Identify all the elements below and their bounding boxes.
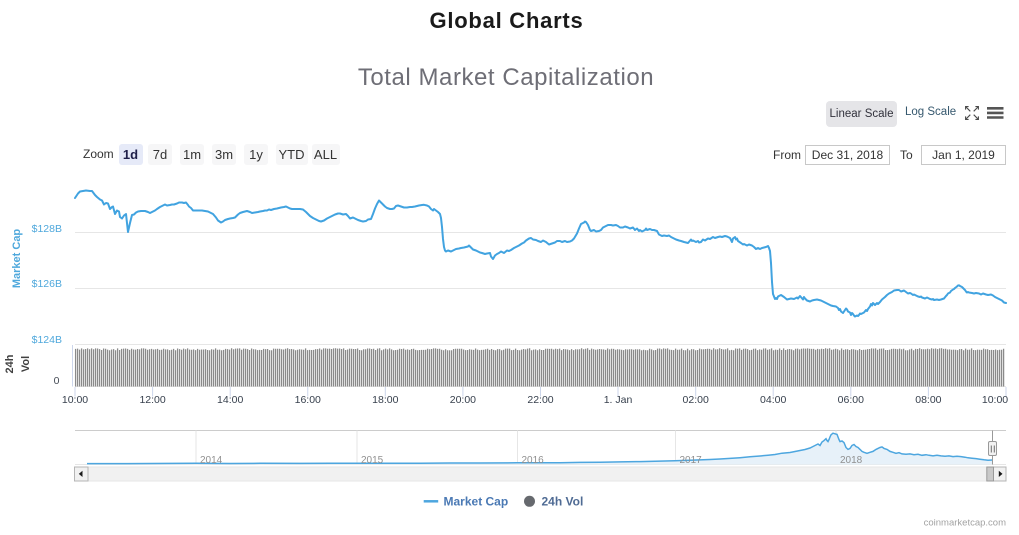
svg-text:2017: 2017 [680, 455, 703, 466]
svg-text:2014: 2014 [200, 455, 223, 466]
svg-text:Market Cap: Market Cap [11, 229, 23, 289]
svg-text:24h Vol: 24h Vol [542, 495, 584, 509]
svg-text:Vol: Vol [20, 356, 32, 372]
svg-text:08:00: 08:00 [915, 394, 941, 406]
svg-text:06:00: 06:00 [838, 394, 864, 406]
svg-text:0: 0 [54, 375, 60, 387]
svg-text:$128B: $128B [32, 223, 62, 235]
svg-text:22:00: 22:00 [527, 394, 553, 406]
svg-text:18:00: 18:00 [372, 394, 398, 406]
svg-text:2015: 2015 [361, 455, 384, 466]
svg-text:10:00: 10:00 [982, 394, 1008, 406]
svg-text:16:00: 16:00 [295, 394, 321, 406]
svg-text:14:00: 14:00 [217, 394, 243, 406]
svg-text:$126B: $126B [32, 278, 62, 290]
svg-text:Market Cap: Market Cap [444, 495, 509, 509]
svg-text:24h: 24h [4, 354, 16, 373]
svg-text:coinmarketcap.com: coinmarketcap.com [924, 518, 1006, 529]
svg-text:$124B: $124B [32, 334, 62, 346]
svg-text:04:00: 04:00 [760, 394, 786, 406]
svg-text:02:00: 02:00 [683, 394, 709, 406]
svg-text:1. Jan: 1. Jan [604, 394, 633, 406]
svg-text:2016: 2016 [522, 455, 545, 466]
svg-text:10:00: 10:00 [62, 394, 88, 406]
svg-text:2018: 2018 [840, 455, 863, 466]
svg-text:12:00: 12:00 [139, 394, 165, 406]
svg-text:20:00: 20:00 [450, 394, 476, 406]
